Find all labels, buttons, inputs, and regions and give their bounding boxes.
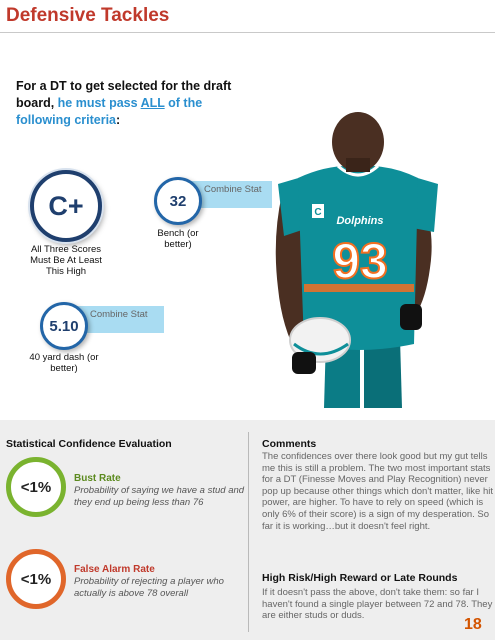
overall-grade-badge: C+: [30, 170, 102, 242]
player-photo: C Dolphins 93: [275, 112, 438, 408]
jersey-wordmark: Dolphins: [336, 215, 383, 227]
false-alarm-desc: Probability of rejecting a player who ac…: [74, 576, 224, 599]
bust-rate-ring: <1%: [6, 457, 66, 517]
intro-all-emphasis: ALL: [140, 96, 165, 110]
dash-badge: 5.10: [40, 302, 88, 350]
page-title: Defensive Tackles: [6, 5, 170, 26]
false-alarm-ring: <1%: [6, 549, 66, 609]
title-divider: [0, 32, 495, 33]
stats-heading: Statistical Confidence Evaluation: [6, 438, 172, 450]
comments-body: The confidences over there look good but…: [262, 451, 494, 532]
false-alarm-title: False Alarm Rate: [74, 564, 155, 575]
risk-body: If it doesn't pass the above, don't take…: [262, 587, 493, 622]
jersey-number: 93: [332, 233, 388, 289]
intro-part-4: of the following criteria: [16, 96, 203, 127]
bench-caption: Bench (or better): [157, 228, 199, 250]
evaluation-panel: [0, 420, 495, 640]
panel-divider: [248, 432, 249, 632]
bust-rate-desc: Probability of saying we have a stud and…: [74, 485, 245, 508]
intro-part-1: For a DT to get selected for the draft b…: [16, 79, 232, 110]
dash-caption: 40 yard dash (or better): [29, 352, 99, 374]
bench-badge: 32: [154, 177, 202, 225]
intro-part-5: :: [116, 113, 121, 127]
intro-part-2: he must pass: [57, 96, 141, 110]
page-number: 18: [464, 616, 482, 633]
comments-heading: Comments: [262, 438, 317, 450]
overall-grade-caption: All Three Scores Must Be At Least This H…: [30, 244, 102, 277]
captain-patch: C: [314, 207, 321, 218]
intro-text: For a DT to get selected for the draft b…: [16, 78, 256, 129]
bust-rate-title: Bust Rate: [74, 473, 121, 484]
risk-heading: High Risk/High Reward or Late Rounds: [262, 572, 458, 584]
